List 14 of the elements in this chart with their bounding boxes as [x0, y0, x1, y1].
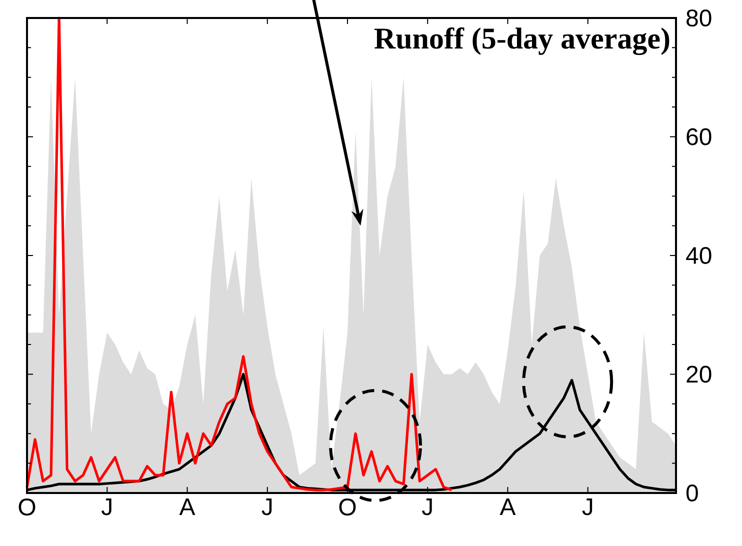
y-tick-label: 40 [686, 247, 712, 264]
x-tick-label: A [179, 498, 196, 516]
y-tick-label: 60 [686, 128, 712, 146]
x-tick-label: J [582, 498, 592, 516]
x-tick-label: O [339, 498, 356, 516]
x-tick-label: A [500, 498, 516, 516]
y-tick-label: 0 [686, 484, 698, 502]
y-tick-label: 20 [686, 366, 712, 383]
chart-title: Runoff (5-day average) [374, 27, 670, 56]
x-tick-label: J [262, 498, 272, 516]
y-tick-label: 80 [686, 10, 712, 26]
x-tick-label: J [422, 498, 432, 516]
x-tick-label: J [102, 498, 112, 516]
x-tick-label: O [18, 498, 36, 516]
